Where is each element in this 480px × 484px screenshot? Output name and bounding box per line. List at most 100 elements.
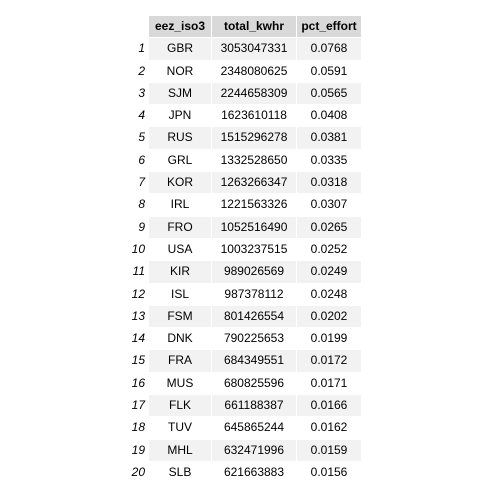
row-index: 16 [123, 372, 149, 396]
cell-eez-iso3: JPN [149, 105, 212, 128]
cell-pct-effort: 0.0249 [297, 261, 362, 284]
row-index: 1 [123, 38, 149, 61]
cell-pct-effort: 0.0318 [297, 172, 362, 195]
cell-total-kwhr: 684349551 [212, 350, 297, 373]
cell-pct-effort: 0.0248 [297, 283, 362, 306]
cell-eez-iso3: RUS [149, 127, 212, 150]
cell-pct-effort: 0.0591 [297, 60, 362, 83]
table-row[interactable]: 9 FRO 1052516490 0.0265 [123, 216, 362, 239]
cell-pct-effort: 0.0162 [297, 417, 362, 440]
cell-eez-iso3: FRO [149, 216, 212, 239]
table-row[interactable]: 20 SLB 621663883 0.0156 [123, 461, 362, 484]
cell-total-kwhr: 987378112 [212, 283, 297, 306]
cell-total-kwhr: 680825596 [212, 372, 297, 396]
row-index: 20 [123, 461, 149, 484]
cell-eez-iso3: DNK [149, 328, 212, 351]
row-index: 17 [123, 395, 149, 418]
table-row[interactable]: 8 IRL 1221563326 0.0307 [123, 194, 362, 217]
cell-total-kwhr: 632471996 [212, 439, 297, 462]
cell-eez-iso3: FSM [149, 305, 212, 329]
cell-total-kwhr: 1623610118 [212, 105, 297, 128]
row-index: 19 [123, 439, 149, 462]
table-row[interactable]: 18 TUV 645865244 0.0162 [123, 417, 362, 440]
table-row[interactable]: 19 MHL 632471996 0.0159 [123, 439, 362, 462]
cell-total-kwhr: 989026569 [212, 261, 297, 284]
table-row[interactable]: 13 FSM 801426554 0.0202 [123, 305, 362, 329]
row-index-header [123, 16, 149, 39]
cell-total-kwhr: 790225653 [212, 328, 297, 351]
row-index: 11 [123, 261, 149, 284]
table-row[interactable]: 2 NOR 2348080625 0.0591 [123, 60, 362, 83]
table-row[interactable]: 3 SJM 2244658309 0.0565 [123, 82, 362, 106]
row-index: 15 [123, 350, 149, 373]
cell-total-kwhr: 3053047331 [212, 38, 297, 61]
cell-eez-iso3: SJM [149, 82, 212, 106]
cell-eez-iso3: SLB [149, 461, 212, 484]
table-header-row: eez_iso3 total_kwhr pct_effort [123, 16, 362, 39]
row-index: 18 [123, 417, 149, 440]
cell-pct-effort: 0.0159 [297, 439, 362, 462]
table-row[interactable]: 5 RUS 1515296278 0.0381 [123, 127, 362, 150]
table-row[interactable]: 14 DNK 790225653 0.0199 [123, 328, 362, 351]
row-index: 3 [123, 82, 149, 106]
cell-pct-effort: 0.0768 [297, 38, 362, 61]
row-index: 12 [123, 283, 149, 306]
cell-eez-iso3: GRL [149, 149, 212, 173]
table-row[interactable]: 12 ISL 987378112 0.0248 [123, 283, 362, 306]
table-row[interactable]: 7 KOR 1263266347 0.0318 [123, 172, 362, 195]
cell-total-kwhr: 1221563326 [212, 194, 297, 217]
table-row[interactable]: 6 GRL 1332528650 0.0335 [123, 149, 362, 173]
cell-total-kwhr: 661188387 [212, 395, 297, 418]
row-index: 14 [123, 328, 149, 351]
cell-eez-iso3: FLK [149, 395, 212, 418]
cell-eez-iso3: GBR [149, 38, 212, 61]
cell-pct-effort: 0.0202 [297, 305, 362, 329]
data-table: eez_iso3 total_kwhr pct_effort 1 GBR 30530… [123, 16, 362, 484]
cell-total-kwhr: 621663883 [212, 461, 297, 484]
cell-total-kwhr: 1515296278 [212, 127, 297, 150]
cell-total-kwhr: 1263266347 [212, 172, 297, 195]
row-index: 2 [123, 60, 149, 83]
row-index: 10 [123, 238, 149, 262]
table-row[interactable]: 17 FLK 661188387 0.0166 [123, 395, 362, 418]
column-header-total-kwhr[interactable]: total_kwhr [212, 16, 297, 39]
row-index: 13 [123, 305, 149, 329]
table-row[interactable]: 10 USA 1003237515 0.0252 [123, 238, 362, 262]
row-index: 7 [123, 172, 149, 195]
table-body: 1 GBR 3053047331 0.0768 2 NOR 2348080625 0.0591… [123, 38, 362, 484]
column-header-eez-iso3[interactable]: eez_iso3 [149, 16, 212, 39]
cell-total-kwhr: 1003237515 [212, 238, 297, 262]
cell-total-kwhr: 2348080625 [212, 60, 297, 83]
cell-pct-effort: 0.0166 [297, 395, 362, 418]
table-row[interactable]: 1 GBR 3053047331 0.0768 [123, 38, 362, 61]
table-row[interactable]: 15 FRA 684349551 0.0172 [123, 350, 362, 373]
cell-eez-iso3: USA [149, 238, 212, 262]
cell-eez-iso3: TUV [149, 417, 212, 440]
row-index: 6 [123, 149, 149, 173]
cell-pct-effort: 0.0156 [297, 461, 362, 484]
cell-eez-iso3: NOR [149, 60, 212, 83]
cell-pct-effort: 0.0171 [297, 372, 362, 396]
cell-eez-iso3: IRL [149, 194, 212, 217]
cell-pct-effort: 0.0408 [297, 105, 362, 128]
cell-total-kwhr: 1052516490 [212, 216, 297, 239]
cell-eez-iso3: ISL [149, 283, 212, 306]
column-header-pct-effort[interactable]: pct_effort [297, 16, 362, 39]
cell-pct-effort: 0.0565 [297, 82, 362, 106]
data-table-container: eez_iso3 total_kwhr pct_effort 1 GBR 30530… [123, 16, 362, 484]
cell-pct-effort: 0.0307 [297, 194, 362, 217]
cell-pct-effort: 0.0335 [297, 149, 362, 173]
cell-eez-iso3: KOR [149, 172, 212, 195]
cell-eez-iso3: FRA [149, 350, 212, 373]
table-row[interactable]: 4 JPN 1623610118 0.0408 [123, 105, 362, 128]
row-index: 4 [123, 105, 149, 128]
cell-pct-effort: 0.0252 [297, 238, 362, 262]
table-row[interactable]: 11 KIR 989026569 0.0249 [123, 261, 362, 284]
cell-eez-iso3: KIR [149, 261, 212, 284]
cell-pct-effort: 0.0265 [297, 216, 362, 239]
cell-total-kwhr: 1332528650 [212, 149, 297, 173]
table-row[interactable]: 16 MUS 680825596 0.0171 [123, 372, 362, 396]
row-index: 8 [123, 194, 149, 217]
cell-total-kwhr: 2244658309 [212, 82, 297, 106]
cell-pct-effort: 0.0199 [297, 328, 362, 351]
